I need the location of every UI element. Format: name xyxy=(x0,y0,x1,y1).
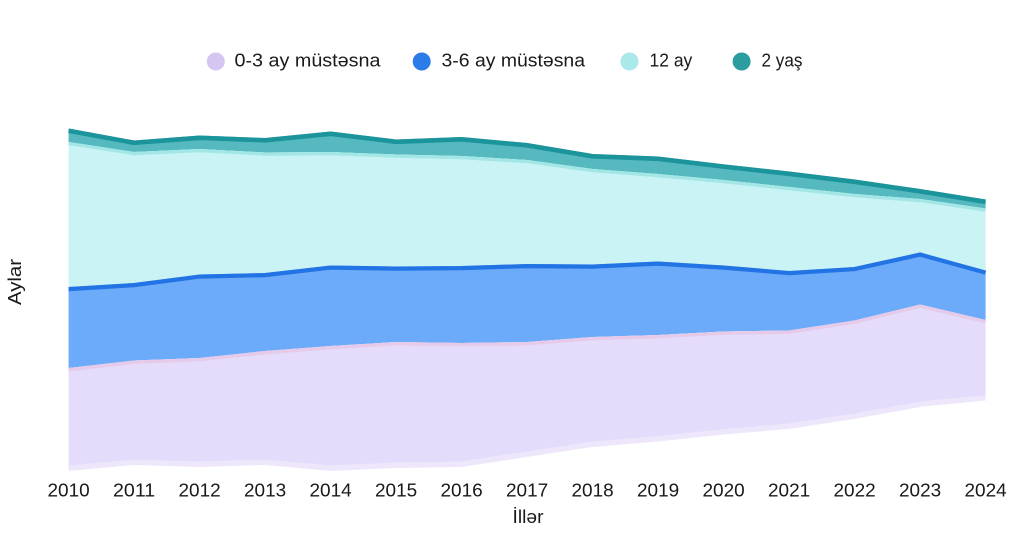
svg-text:İllər: İllər xyxy=(513,507,544,527)
svg-text:0-3 ay müstəsna: 0-3 ay müstəsna xyxy=(235,51,382,71)
svg-text:2011: 2011 xyxy=(113,481,155,501)
svg-text:2018: 2018 xyxy=(572,481,614,501)
svg-text:2015: 2015 xyxy=(375,481,417,501)
svg-text:2017: 2017 xyxy=(506,481,548,501)
svg-text:12 ay: 12 ay xyxy=(650,51,693,71)
svg-text:3-6 ay müstəsna: 3-6 ay müstəsna xyxy=(442,51,587,71)
svg-text:2022: 2022 xyxy=(834,481,876,501)
svg-text:2021: 2021 xyxy=(768,481,810,501)
svg-text:2014: 2014 xyxy=(310,481,352,501)
svg-text:2012: 2012 xyxy=(179,481,221,501)
svg-text:2013: 2013 xyxy=(244,481,286,501)
svg-text:2 yaş: 2 yaş xyxy=(762,51,803,71)
svg-text:2010: 2010 xyxy=(48,481,90,501)
svg-text:2023: 2023 xyxy=(899,481,941,501)
svg-text:2020: 2020 xyxy=(703,481,745,501)
svg-text:2019: 2019 xyxy=(637,481,679,501)
svg-text:2016: 2016 xyxy=(441,481,483,501)
svg-text:Aylar: Aylar xyxy=(5,259,25,305)
svg-text:2024: 2024 xyxy=(965,481,1007,501)
